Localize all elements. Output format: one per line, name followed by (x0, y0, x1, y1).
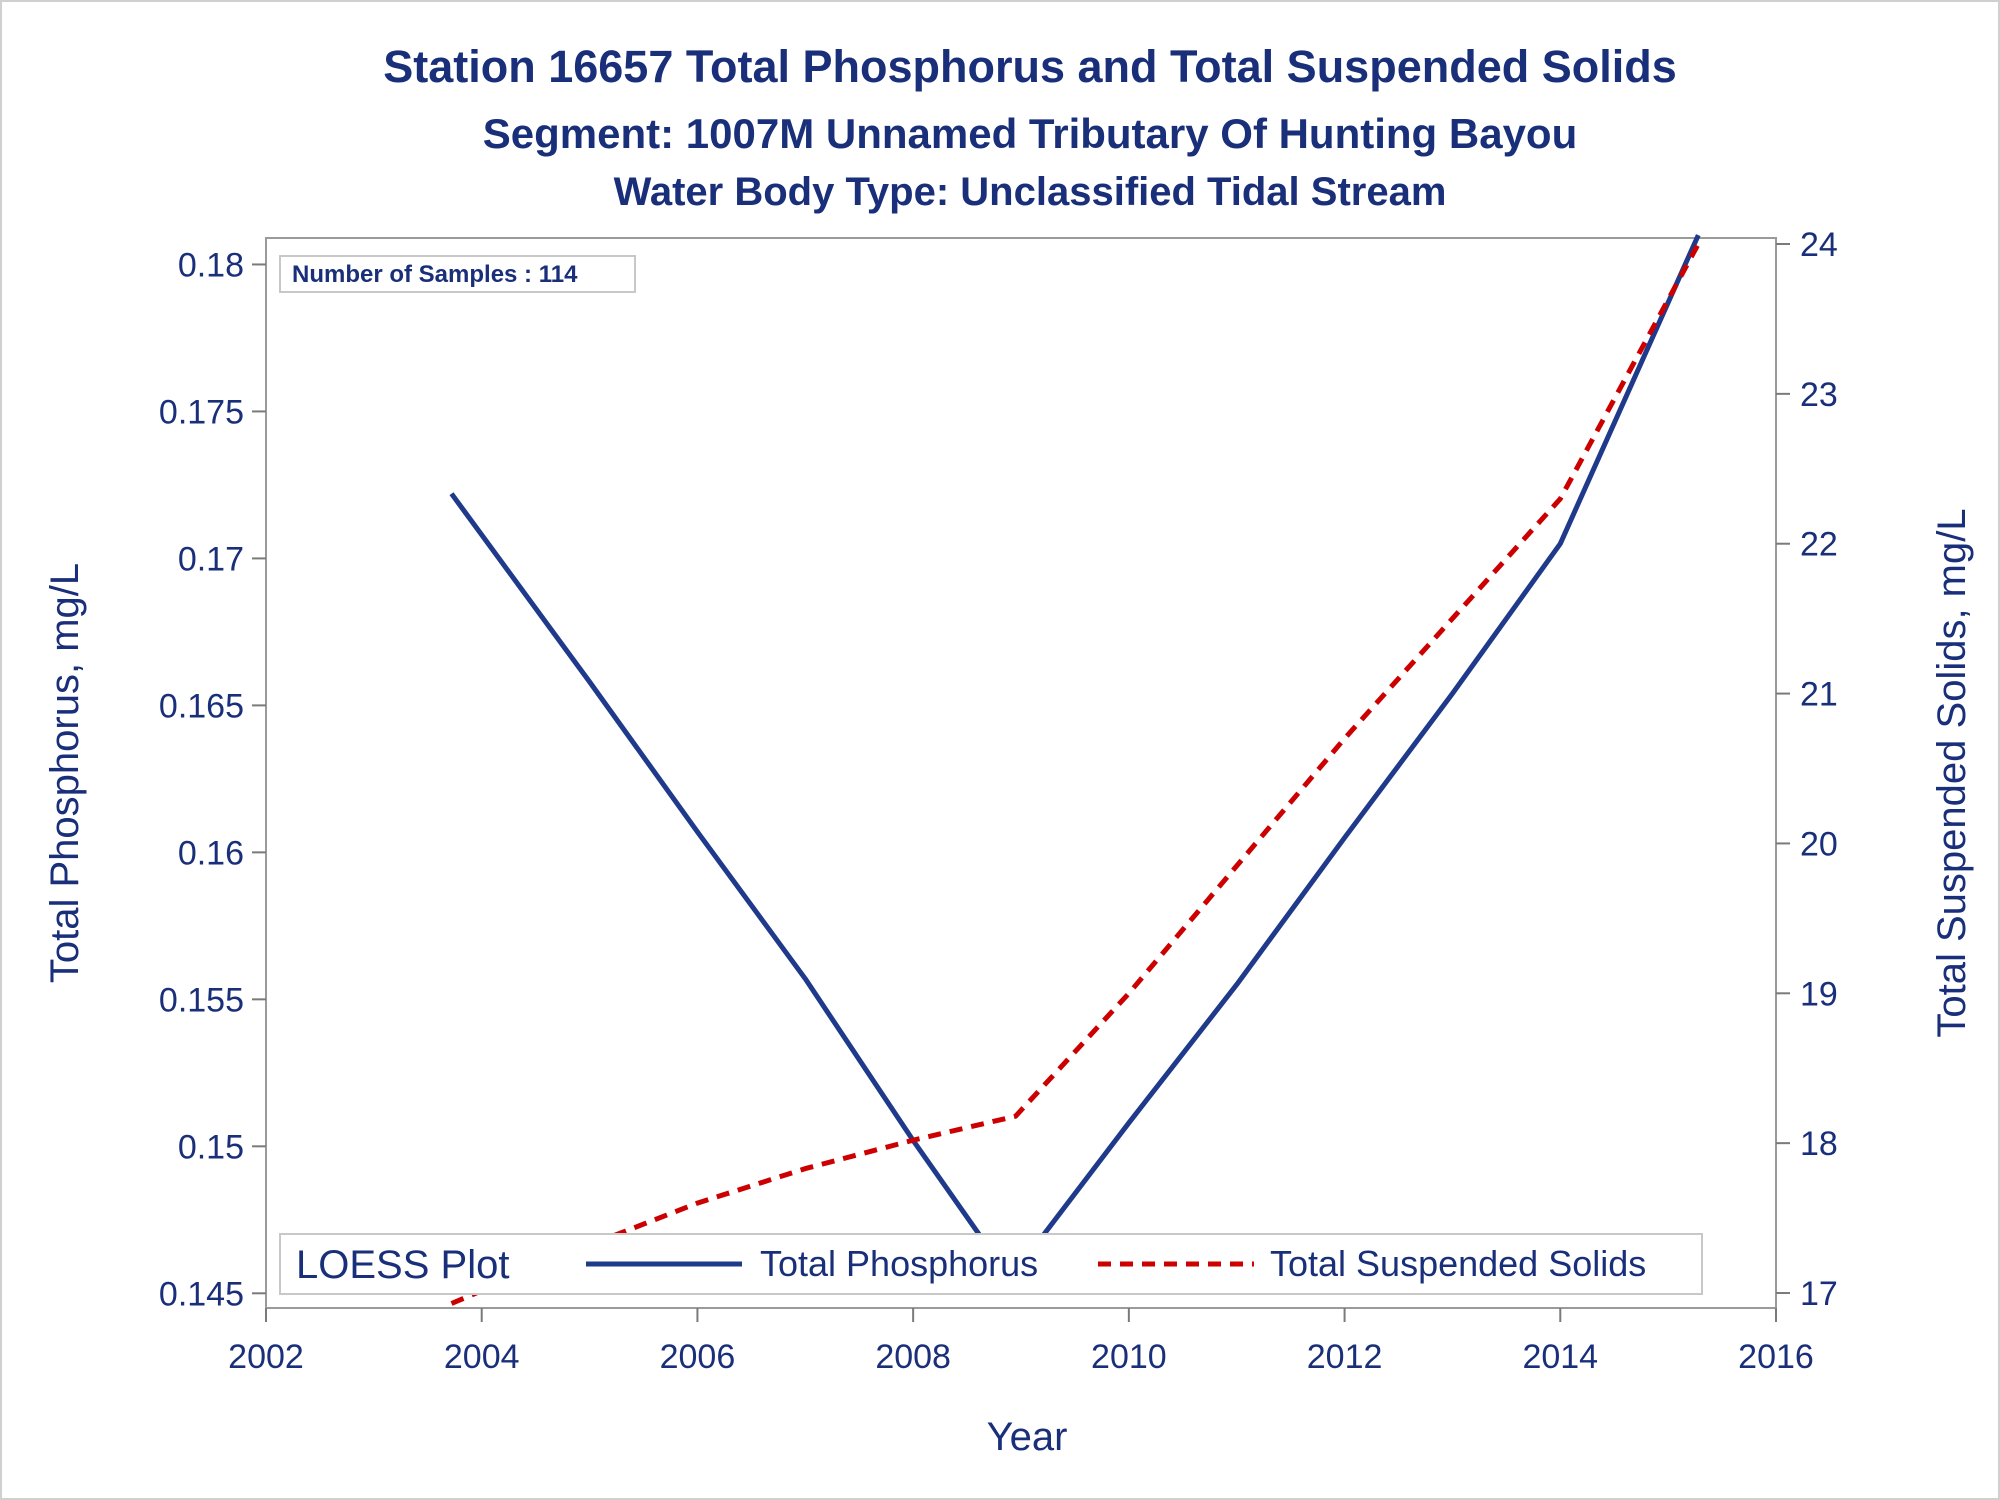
y-left-tick-label-0-16: 0.16 (178, 834, 244, 872)
legend-title: LOESS Plot (296, 1243, 509, 1287)
series-line-total-suspended-solids (450, 242, 1701, 1306)
y-left-tick-label-0-17: 0.17 (178, 540, 244, 578)
x-tick-label-2010: 2010 (1091, 1338, 1167, 1376)
y-right-tick-label-20: 20 (1800, 825, 1838, 863)
y-left-tick-label-0-175: 0.175 (159, 393, 244, 431)
x-tick-label-2014: 2014 (1522, 1338, 1598, 1376)
x-tick-label-2004: 2004 (444, 1338, 520, 1376)
x-axis-label: Year (987, 1415, 1068, 1459)
y-right-tick-label-24: 24 (1800, 226, 1838, 264)
y-axis-left-label: Total Phosphorus, mg/L (43, 563, 87, 983)
y-left-tick-label-0-155: 0.155 (159, 981, 244, 1019)
x-tick-label-2016: 2016 (1738, 1338, 1814, 1376)
y-left-tick-label-0-15: 0.15 (178, 1128, 244, 1166)
y-left-tick-label-0-165: 0.165 (159, 687, 244, 725)
chart-subtitle: Segment: 1007M Unnamed Tributary Of Hunt… (483, 110, 1577, 157)
y-axis-right: 17 18 19 20 21 22 23 24 (1776, 226, 1838, 1313)
chart-subtitle-2: Water Body Type: Unclassified Tidal Stre… (614, 170, 1447, 214)
sample-count-box: Number of Samples : 114 (279, 255, 636, 293)
legend-box (279, 1233, 1703, 1295)
chart-title: Station 16657 Total Phosphorus and Total… (383, 41, 1677, 92)
y-right-tick-label-23: 23 (1800, 376, 1838, 414)
y-left-tick-label-0-18: 0.18 (178, 246, 244, 284)
y-right-tick-label-17: 17 (1800, 1275, 1838, 1313)
series-layer (449, 234, 1701, 1306)
x-axis: 2002 2004 2006 2008 2010 2012 2014 2016 (228, 1308, 1814, 1376)
x-tick-label-2012: 2012 (1307, 1338, 1383, 1376)
sample-count-text: Number of Samples : 114 (292, 261, 578, 288)
series-line-total-phosphorus (449, 234, 1701, 1282)
y-left-tick-label-0-145: 0.145 (159, 1275, 244, 1313)
x-tick-label-2008: 2008 (875, 1338, 951, 1376)
legend-label-total-phosphorus: Total Phosphorus (760, 1243, 1038, 1284)
legend: LOESS Plot Total Phosphorus Total Suspen… (279, 1233, 1703, 1295)
y-axis-right-label: Total Suspended Solids, mg/L (1930, 508, 1974, 1037)
y-right-tick-label-19: 19 (1800, 975, 1838, 1013)
plot-area (265, 237, 1777, 1309)
y-right-tick-label-18: 18 (1800, 1125, 1838, 1163)
x-tick-label-2002: 2002 (228, 1338, 304, 1376)
y-right-tick-label-21: 21 (1800, 676, 1838, 714)
legend-label-total-suspended-solids: Total Suspended Solids (1270, 1243, 1646, 1284)
x-tick-label-2006: 2006 (660, 1338, 736, 1376)
y-axis-left: 0.145 0.15 0.155 0.16 0.165 0.17 0.175 0.18 (159, 246, 266, 1313)
y-right-tick-label-22: 22 (1800, 526, 1838, 564)
